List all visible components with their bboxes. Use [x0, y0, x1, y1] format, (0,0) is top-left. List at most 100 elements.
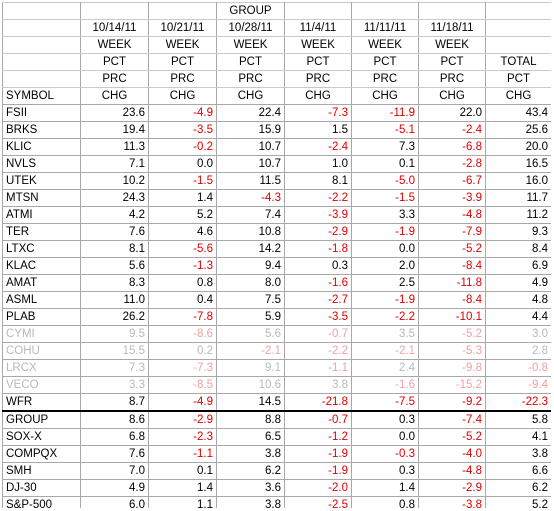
symbol-cell: COHU: [2, 342, 81, 360]
week-pct-chg-cell: -9.2: [418, 393, 486, 412]
week-pct-chg-cell: 3.3: [80, 376, 149, 394]
week-pct-chg-cell: -6.8: [418, 138, 486, 156]
week-pct-chg-cell: 11.5: [216, 172, 285, 190]
table-row: SOX-X 6.8 -2.3 6.5 -1.2 0.0 -5.2 4.1: [2, 428, 551, 446]
week-pct-chg-cell: 3.3: [351, 206, 419, 224]
week-pct-chg-cell: 10.8: [216, 223, 285, 241]
symbol-cell: AMAT: [2, 274, 81, 292]
table-row: WFR 8.7 -4.9 14.5 -21.8 -7.5 -9.2 -22.3: [2, 393, 551, 412]
table-row: SMH 7.0 0.1 6.2 -1.9 0.3 -4.8 6.6: [2, 462, 551, 480]
week-pct-chg-cell: 0.0: [148, 155, 217, 173]
header-cell: CHG: [80, 87, 149, 105]
total-pct-chg-cell: 3.8: [485, 445, 551, 463]
header-row: PCT PCT PCT PCT PCT PCT TOTAL: [2, 53, 551, 71]
week-pct-chg-cell: -1.9: [351, 223, 419, 241]
header-cell: 10/28/11: [216, 19, 285, 37]
week-pct-chg-cell: 8.8: [216, 410, 285, 429]
week-pct-chg-cell: 5.9: [216, 308, 285, 326]
symbol-cell: PLAB: [2, 308, 81, 326]
week-pct-chg-cell: 24.3: [80, 189, 149, 207]
week-pct-chg-cell: 10.6: [216, 376, 285, 394]
symbol-cell: SMH: [2, 462, 81, 480]
header-cell: 11/11/11: [351, 19, 419, 37]
week-pct-chg-cell: 7.6: [80, 445, 149, 463]
total-pct-chg-cell: 25.6: [485, 121, 551, 139]
week-pct-chg-cell: 1.4: [148, 479, 217, 497]
week-pct-chg-cell: 6.2: [216, 462, 285, 480]
symbol-cell: MTSN: [2, 189, 81, 207]
table-row: VECO 3.3 -8.5 10.6 3.8 -1.6 -15.2 -9.4: [2, 376, 551, 394]
symbol-cell: WFR: [2, 393, 81, 412]
week-pct-chg-cell: -3.9: [418, 189, 486, 207]
week-pct-chg-cell: 11.0: [80, 291, 149, 309]
week-pct-chg-cell: 8.6: [80, 410, 149, 429]
header-cell: CHG: [351, 87, 419, 105]
week-pct-chg-cell: -7.4: [418, 410, 486, 429]
week-pct-chg-cell: -7.3: [284, 104, 352, 122]
week-pct-chg-cell: 0.1: [351, 155, 419, 173]
header-cell: [284, 2, 352, 20]
week-pct-chg-cell: -1.9: [351, 291, 419, 309]
total-pct-chg-cell: 20.0: [485, 138, 551, 156]
total-pct-chg-cell: 5.8: [485, 410, 551, 429]
header-cell: [148, 2, 217, 20]
week-pct-chg-cell: -4.9: [148, 104, 217, 122]
week-pct-chg-cell: -0.7: [284, 325, 352, 343]
total-pct-chg-cell: 4.4: [485, 308, 551, 326]
week-pct-chg-cell: -7.8: [148, 308, 217, 326]
table-row: BRKS 19.4 -3.5 15.9 1.5 -5.1 -2.4 25.6: [2, 121, 551, 139]
header-cell: PCT: [80, 53, 149, 71]
week-pct-chg-cell: -5.2: [418, 428, 486, 446]
table-row: COHU 15.5 0.2 -2.1 -2.2 -2.1 -5.3 2.8: [2, 342, 551, 360]
total-pct-chg-cell: 4.1: [485, 428, 551, 446]
header-cell: PCT: [216, 53, 285, 71]
table-header: GROUP 10/14/11 10/21/11 10/28/11 11/4/11 11/1…: [2, 2, 551, 105]
total-pct-chg-cell: 5.2: [485, 496, 551, 508]
table-row: S&P-500 6.0 1.1 3.8 -2.5 0.8 -3.8 5.2: [2, 496, 551, 508]
header-cell: PRC: [284, 70, 352, 88]
header-cell: PCT: [284, 53, 352, 71]
week-pct-chg-cell: -3.5: [148, 121, 217, 139]
table-row: LTXC 8.1 -5.6 14.2 -1.8 0.0 -5.2 8.4: [2, 240, 551, 258]
table-body: FSII 23.6 -4.9 22.4 -7.3 -11.9 22.0 43.4 BRKS 19.…: [2, 104, 551, 508]
week-pct-chg-cell: -5.2: [418, 325, 486, 343]
header-cell-symbol: [2, 70, 81, 88]
symbol-cell: UTEK: [2, 172, 81, 190]
table-row: COMPQX 7.6 -1.1 3.8 -1.9 -0.3 -4.0 3.8: [2, 445, 551, 463]
week-pct-chg-cell: -2.2: [351, 308, 419, 326]
header-cell: 11/4/11: [284, 19, 352, 37]
symbol-cell: KLAC: [2, 257, 81, 275]
total-pct-chg-cell: 43.4: [485, 104, 551, 122]
total-pct-chg-cell: 9.3: [485, 223, 551, 241]
week-pct-chg-cell: 2.0: [351, 257, 419, 275]
week-pct-chg-cell: 2.5: [351, 274, 419, 292]
week-pct-chg-cell: -6.7: [418, 172, 486, 190]
week-pct-chg-cell: -10.1: [418, 308, 486, 326]
week-pct-chg-cell: -7.3: [148, 359, 217, 377]
header-cell: [485, 19, 551, 37]
week-pct-chg-cell: 0.0: [351, 428, 419, 446]
header-row: GROUP: [2, 2, 551, 20]
week-pct-chg-cell: -0.7: [284, 410, 352, 429]
symbol-cell: DJ-30: [2, 479, 81, 497]
header-cell: CHG: [148, 87, 217, 105]
week-pct-chg-cell: 2.4: [351, 359, 419, 377]
table-row: UTEK 10.2 -1.5 11.5 8.1 -5.0 -6.7 16.0: [2, 172, 551, 190]
total-pct-chg-cell: 8.4: [485, 240, 551, 258]
week-pct-chg-cell: -4.3: [216, 189, 285, 207]
week-pct-chg-cell: 1.1: [148, 496, 217, 508]
symbol-cell: S&P-500: [2, 496, 81, 508]
week-pct-chg-cell: 4.9: [80, 479, 149, 497]
week-pct-chg-cell: 0.4: [148, 291, 217, 309]
header-cell: CHG: [216, 87, 285, 105]
week-pct-chg-cell: 6.0: [80, 496, 149, 508]
table-row: NVLS 7.1 0.0 10.7 1.0 0.1 -2.8 16.5: [2, 155, 551, 173]
total-pct-chg-cell: 3.0: [485, 325, 551, 343]
header-cell: WEEK: [351, 36, 419, 54]
week-pct-chg-cell: 0.3: [284, 257, 352, 275]
week-pct-chg-cell: -2.8: [418, 155, 486, 173]
symbol-cell: FSII: [2, 104, 81, 122]
week-pct-chg-cell: -5.0: [351, 172, 419, 190]
week-pct-chg-cell: -9.8: [418, 359, 486, 377]
